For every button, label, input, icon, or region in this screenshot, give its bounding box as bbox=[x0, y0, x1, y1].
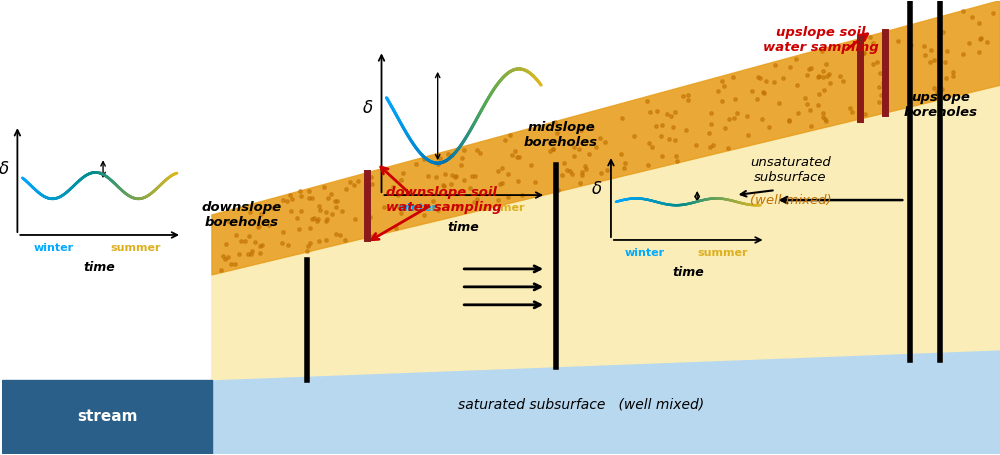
Polygon shape bbox=[2, 379, 212, 455]
Text: (well mixed): (well mixed) bbox=[750, 193, 831, 207]
Text: stream: stream bbox=[77, 409, 137, 424]
Text: upslope soil
water sampling: upslope soil water sampling bbox=[763, 26, 878, 55]
Text: winter: winter bbox=[34, 243, 74, 253]
Text: $\delta$: $\delta$ bbox=[591, 180, 603, 198]
Polygon shape bbox=[212, 0, 1000, 275]
Text: time: time bbox=[448, 221, 480, 234]
Text: saturated subsurface   (well mixed): saturated subsurface (well mixed) bbox=[458, 398, 704, 412]
Text: winter: winter bbox=[625, 248, 665, 258]
Text: downslope soil
water sampling: downslope soil water sampling bbox=[386, 186, 502, 214]
Text: time: time bbox=[84, 261, 116, 274]
Text: downslope
boreholes: downslope boreholes bbox=[202, 201, 282, 229]
Text: summer: summer bbox=[111, 243, 161, 253]
Polygon shape bbox=[212, 350, 1000, 455]
Text: time: time bbox=[672, 266, 704, 279]
Text: unsaturated
subsurface: unsaturated subsurface bbox=[750, 156, 831, 184]
Polygon shape bbox=[212, 86, 1000, 379]
Text: $\delta$: $\delta$ bbox=[362, 99, 373, 117]
Text: upslope
boreholes: upslope boreholes bbox=[903, 91, 977, 119]
Text: $\delta$: $\delta$ bbox=[0, 160, 9, 178]
Text: winter: winter bbox=[398, 203, 438, 213]
Text: midslope
boreholes: midslope boreholes bbox=[524, 121, 598, 149]
Text: summer: summer bbox=[697, 248, 748, 258]
Text: summer: summer bbox=[475, 203, 525, 213]
